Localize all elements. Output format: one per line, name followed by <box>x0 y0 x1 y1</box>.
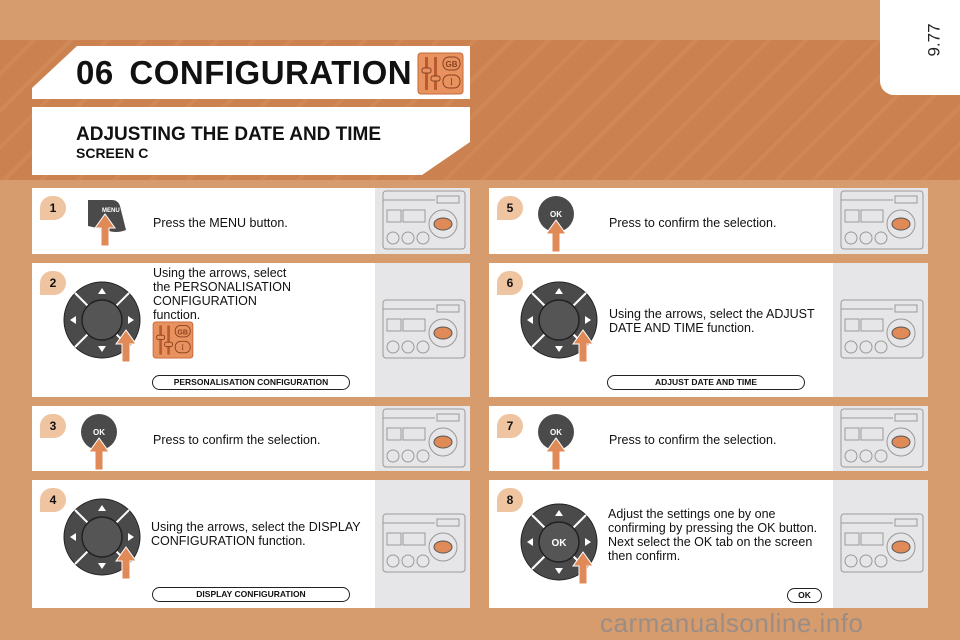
step-instruction: Adjust the settings one by one confirmin… <box>608 507 818 563</box>
configuration-gb-icon: GB I <box>152 321 194 359</box>
chapter-number: 06 <box>76 54 114 91</box>
step-instruction: Using the arrows, select the ADJUST DATE… <box>609 307 815 335</box>
step-number-badge: 5 <box>497 196 523 220</box>
step-instruction: Using the arrows, select the PERSONALISA… <box>153 266 292 322</box>
radio-unit-illustration <box>375 406 470 471</box>
section-header: ADJUSTING THE DATE AND TIME SCREEN C <box>32 107 470 175</box>
chapter-header: 06 CONFIGURATION <box>32 46 470 99</box>
ok-button-icon: OK <box>534 192 584 257</box>
screen-menu-label: DISPLAY CONFIGURATION <box>152 587 350 602</box>
radio-unit-illustration <box>833 263 928 397</box>
step-instruction: Press to confirm the selection. <box>153 433 321 447</box>
step-instruction: Press to confirm the selection. <box>609 216 777 230</box>
step-number-badge: 3 <box>40 414 66 438</box>
step-number-badge: 4 <box>40 488 66 512</box>
navigation-pad-icon <box>517 278 607 373</box>
screen-menu-label: OK <box>787 588 822 603</box>
step-instruction: Press the MENU button. <box>153 216 288 230</box>
step-panel-7: 7 OK <box>489 406 928 471</box>
step-instruction: Using the arrows, select the DISPLAY CON… <box>151 520 361 548</box>
radio-unit-illustration <box>833 406 928 471</box>
step-panel-8: 8 OK <box>489 480 928 608</box>
step-number-badge: 6 <box>497 271 523 295</box>
menu-button-icon: MENU <box>80 192 140 257</box>
step-number-badge: 1 <box>40 196 66 220</box>
step-number-badge: 7 <box>497 414 523 438</box>
configuration-gb-icon: GB I <box>417 52 464 95</box>
watermark: carmanualsonline.info <box>600 608 864 638</box>
step-panel-5: 5 OK <box>489 188 928 254</box>
step-panel-3: 3 OK <box>32 406 470 471</box>
step-instruction: Press to confirm the selection. <box>609 433 777 447</box>
section-title: ADJUSTING THE DATE AND TIME <box>76 124 382 145</box>
radio-unit-illustration <box>375 188 470 254</box>
page-tab <box>880 0 960 95</box>
radio-unit-illustration <box>833 480 928 608</box>
svg-text:I: I <box>450 77 453 87</box>
navigation-pad-icon: OK <box>517 500 607 595</box>
ok-button-icon: OK <box>534 410 584 475</box>
step-number-badge: 2 <box>40 271 66 295</box>
page-number: 9.77 <box>924 23 944 57</box>
navigation-pad-icon <box>60 495 150 590</box>
step-panel-1: 1 MENU <box>32 188 470 254</box>
radio-unit-illustration <box>833 188 928 254</box>
chapter-name: CONFIGURATION <box>129 54 413 91</box>
ok-button-icon: OK <box>77 410 127 475</box>
navigation-pad-icon <box>60 278 150 373</box>
menu-button-label: MENU <box>102 208 120 214</box>
step-panel-2: 2 GB I <box>32 263 470 397</box>
screen-menu-label: ADJUST DATE AND TIME <box>607 375 805 390</box>
svg-text:GB: GB <box>446 60 458 69</box>
step-panel-6: 6 <box>489 263 928 397</box>
svg-text:OK: OK <box>93 428 105 437</box>
section-subtitle: SCREEN C <box>76 145 149 161</box>
radio-unit-illustration <box>375 263 470 397</box>
chapter-title: 06 CONFIGURATION <box>76 54 412 92</box>
step-panel-4: 4 <box>32 480 470 608</box>
screen-menu-label: PERSONALISATION CONFIGURATION <box>152 375 350 390</box>
svg-text:I: I <box>181 343 184 352</box>
svg-text:OK: OK <box>552 538 568 549</box>
svg-text:GB: GB <box>177 329 188 336</box>
svg-text:OK: OK <box>550 210 562 219</box>
radio-unit-illustration <box>375 480 470 608</box>
step-number-badge: 8 <box>497 488 523 512</box>
svg-text:OK: OK <box>550 428 562 437</box>
